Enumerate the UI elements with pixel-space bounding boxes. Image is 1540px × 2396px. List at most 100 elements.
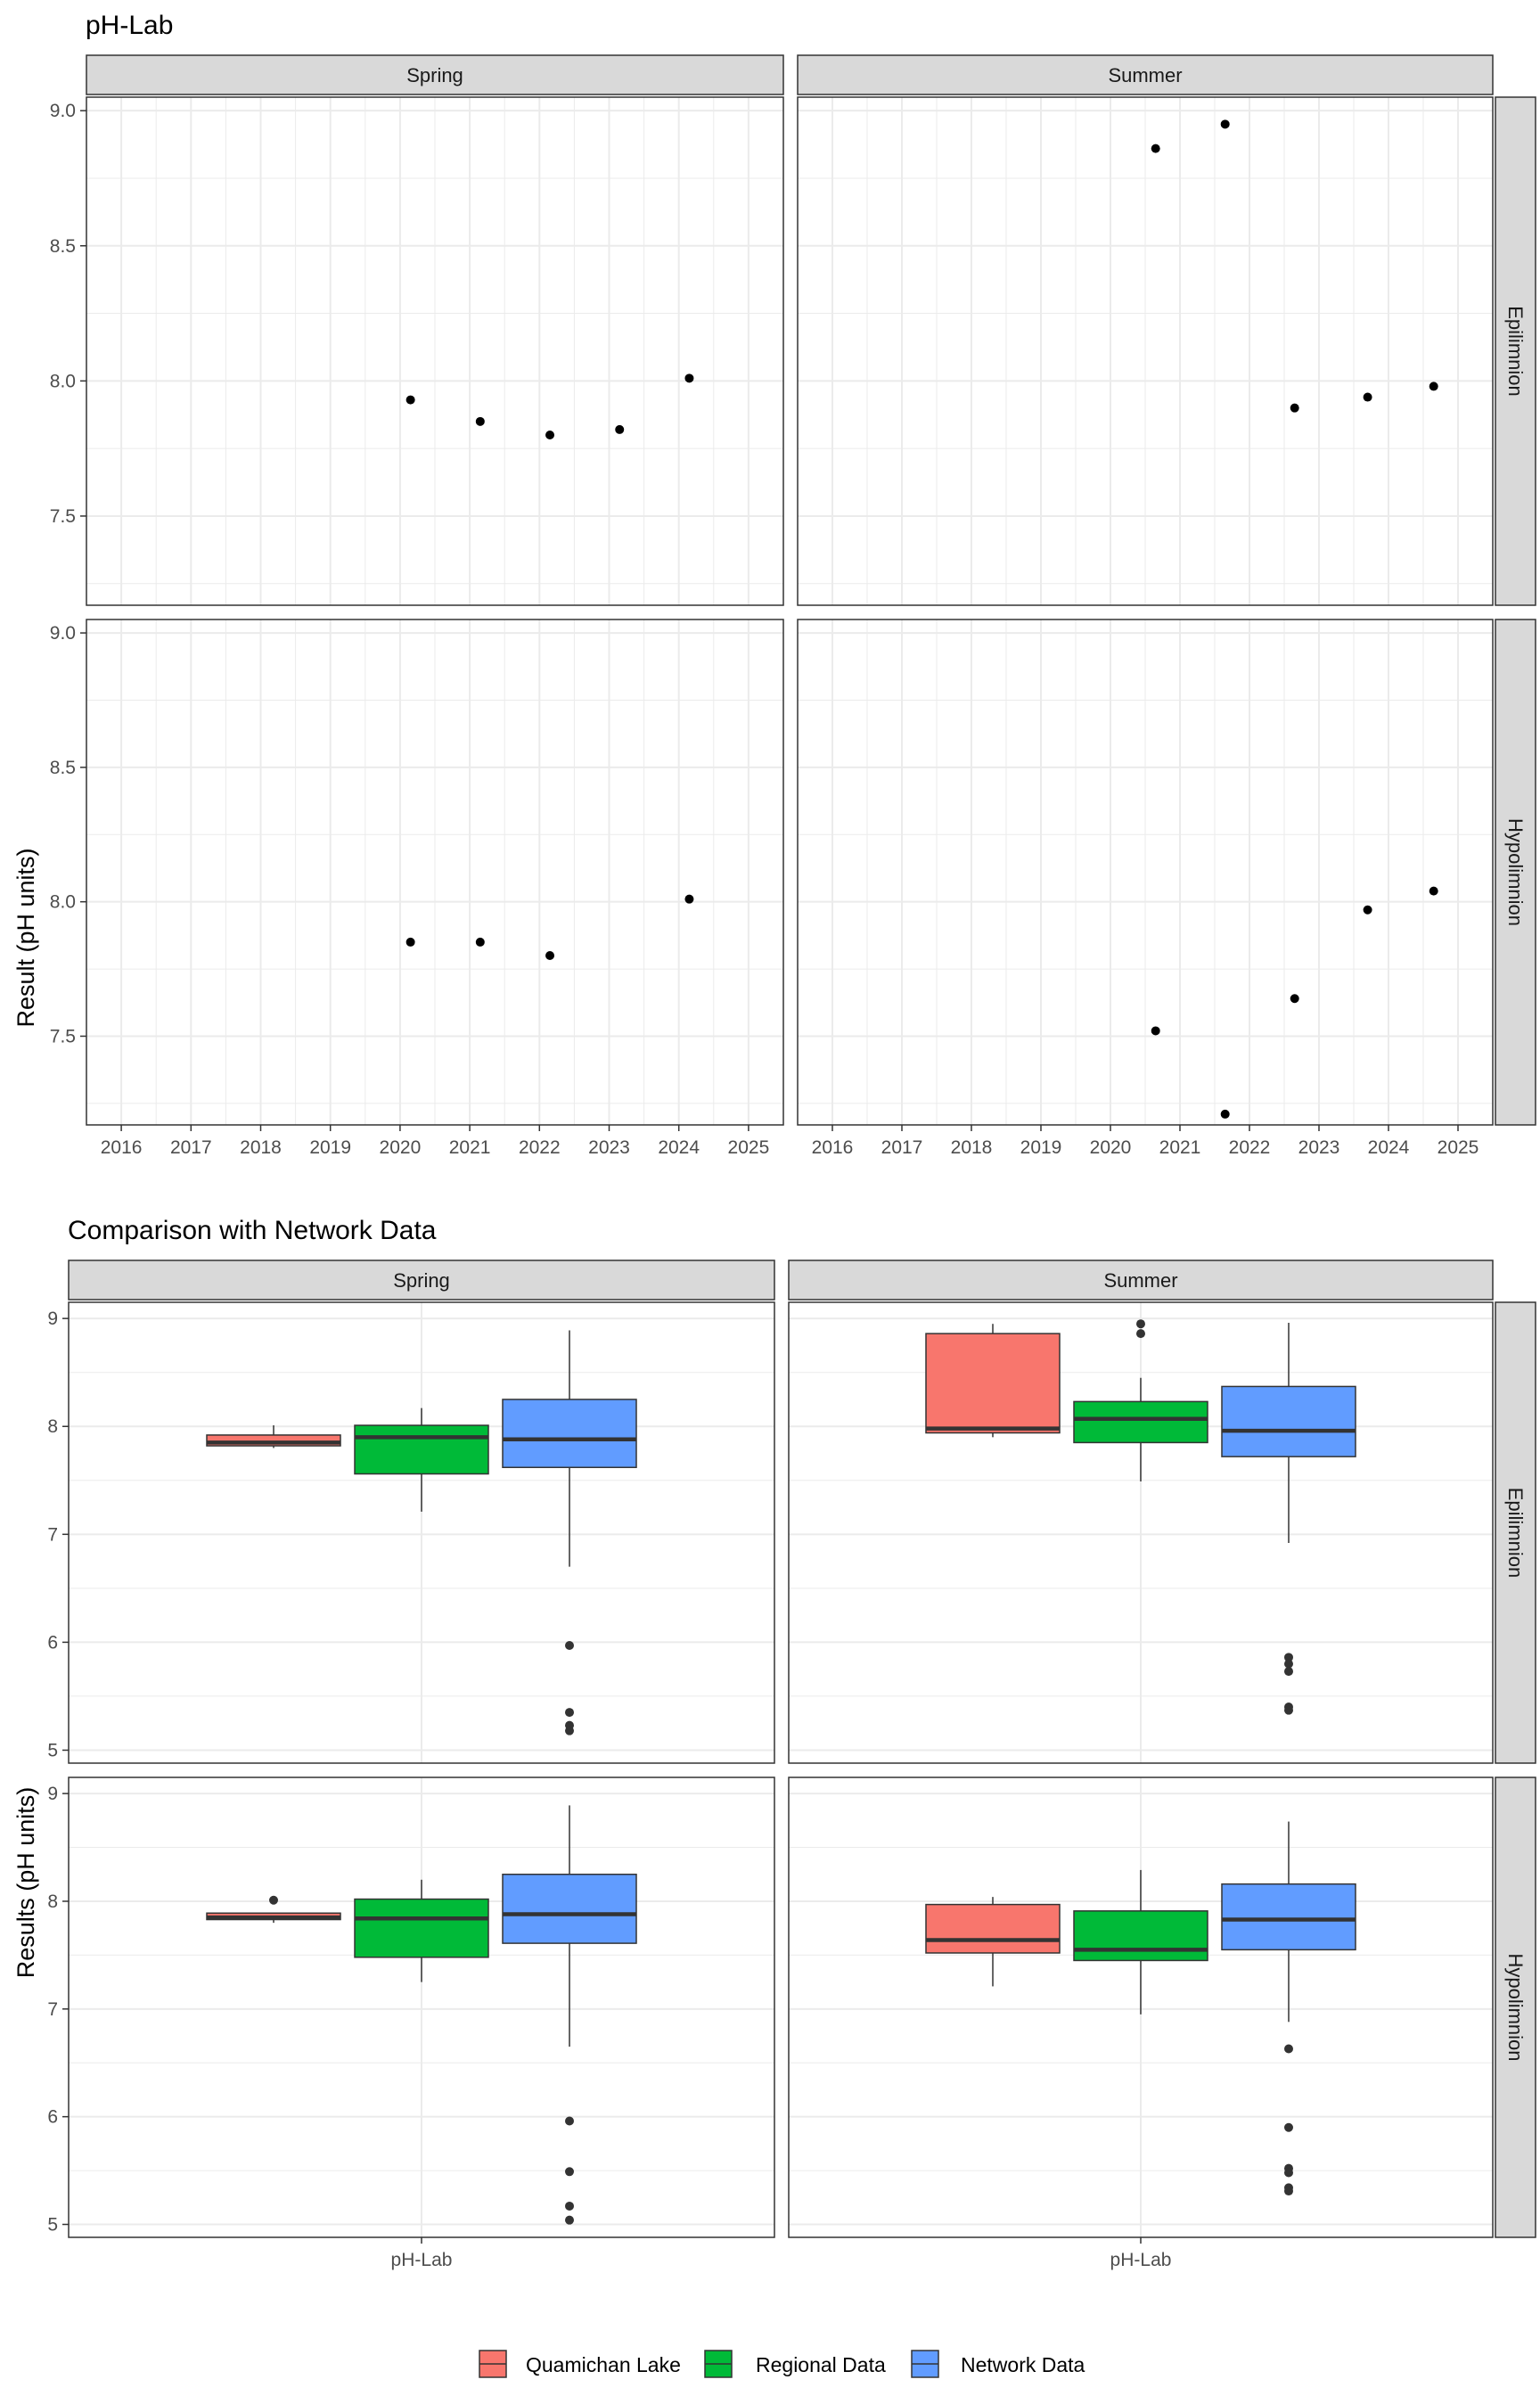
- chart2-col-spring-strip: [68, 1260, 775, 1301]
- chart2-outlier: [565, 1726, 574, 1735]
- chart2-panel-spring-hypolimnion: 5 6 7 8 9 pH-Lab: [47, 1776, 775, 2270]
- chart2-box-network-data: [1221, 1323, 1356, 1715]
- chart2-outlier: [1284, 1653, 1293, 1662]
- chart1-point: [1220, 119, 1230, 129]
- chart1-x-tick-label: 2018: [951, 1137, 993, 1158]
- chart1-x-tick-label: 2020: [1090, 1137, 1132, 1158]
- chart2-col-summer-strip-label: Summer: [1103, 1269, 1177, 1292]
- chart2-outlier: [269, 1895, 278, 1905]
- chart1-point: [1220, 1109, 1230, 1119]
- chart1-panel-summer-epilimnion: [797, 96, 1494, 606]
- chart2-box-body: [354, 1424, 489, 1475]
- chart2-box-regional-data: [1073, 1319, 1208, 1481]
- chart2-panel-spring-epilimnion: 5 6 7 8 9: [47, 1301, 775, 1764]
- chart2-box-quamichan-lake: [206, 1895, 341, 1924]
- chart1-col-spring-strip-label: Spring: [406, 64, 463, 86]
- chart1-y-tick-label: 8.5: [50, 758, 76, 778]
- chart1-x-tick-label: 2020: [380, 1137, 422, 1158]
- chart2-panel-border: [788, 1301, 1494, 1764]
- chart1-y-tick-label: 9.0: [50, 101, 76, 121]
- chart2-panel-border: [68, 1301, 775, 1764]
- legend-item-quamichan-lake: Quamichan Lake: [479, 2350, 681, 2378]
- chart2-col-summer-strip: [788, 1260, 1494, 1301]
- chart2-x-tick-label: pH-Lab: [1110, 2250, 1172, 2270]
- chart2-y-tick-label: 6: [47, 1632, 58, 1653]
- chart2-y-tick-label: 7: [47, 1524, 58, 1545]
- chart2-box-body: [1221, 1385, 1356, 1457]
- chart2-box-network-data: [502, 1330, 637, 1735]
- chart1-x-tick-label: 2022: [1229, 1137, 1271, 1158]
- chart1-panel-spring-hypolimnion: 7.5 8.0 8.5 9.0 2016 2017 2018 2019 2020 2021 2022…: [50, 619, 784, 1158]
- chart1-row-epilimnion-strip: [1495, 96, 1536, 606]
- chart1-x-tick-label: 2019: [1020, 1137, 1062, 1158]
- chart2-y-axis-label: Results (pH units): [12, 1787, 39, 1979]
- chart2-row-hypolimnion-strip-label: Hypolimnion: [1504, 1953, 1527, 2061]
- chart1-point: [1363, 905, 1372, 915]
- chart1-panel-border: [86, 619, 784, 1126]
- legend: Quamichan Lake Regional Data Network Dat…: [479, 2350, 1085, 2378]
- chart2-box-regional-data: [354, 1879, 489, 1982]
- chart1-col-summer-strip: [797, 54, 1494, 95]
- chart1-x-tick-label: 2018: [240, 1137, 282, 1158]
- chart2-outlier: [1284, 2187, 1293, 2196]
- chart2-row-epilimnion-strip: [1495, 1301, 1536, 1764]
- chart1-point: [1290, 403, 1299, 413]
- chart1-point: [1151, 144, 1160, 153]
- chart2-box-body: [502, 1874, 637, 1944]
- chart2-box-body: [925, 1333, 1061, 1434]
- chart2-box-body: [925, 1903, 1061, 1954]
- legend-label-quamichan-lake: Quamichan Lake: [526, 2353, 681, 2376]
- chart2-box-body: [502, 1399, 637, 1468]
- chart2-box-quamichan-lake: [925, 1897, 1061, 1987]
- chart1-x-tick-label: 2021: [449, 1137, 491, 1158]
- chart2-box-network-data: [1221, 1821, 1356, 2196]
- chart1-y-tick-label: 8.0: [50, 371, 76, 391]
- chart1-x-tick-label: 2016: [101, 1137, 143, 1158]
- chart2-box-body: [1073, 1400, 1208, 1444]
- chart2-outlier: [1284, 1705, 1293, 1715]
- chart2-row-hypolimnion-strip: [1495, 1776, 1536, 2238]
- chart2-box-regional-data: [354, 1407, 489, 1512]
- chart2-box-regional-data: [1073, 1869, 1208, 2014]
- chart1-row-hypolimnion-strip: [1495, 619, 1536, 1126]
- chart1-x-tick-label: 2016: [812, 1137, 854, 1158]
- chart2-outlier: [1136, 1319, 1145, 1329]
- chart2-box-quamichan-lake: [925, 1324, 1061, 1438]
- chart2-outlier: [565, 2201, 574, 2211]
- chart1-x-tick-label: 2023: [1298, 1137, 1340, 1158]
- chart2-box-network-data: [502, 1805, 637, 2225]
- legend-item-network-data: Network Data: [911, 2350, 1085, 2378]
- chart1-x-tick-label: 2021: [1159, 1137, 1201, 1158]
- chart1-y-tick-label: 7.5: [50, 1026, 76, 1046]
- chart1-panel-border: [86, 96, 784, 606]
- chart1-row-hypolimnion-strip-label: Hypolimnion: [1504, 818, 1527, 926]
- chart2-panel-summer-epilimnion: [788, 1301, 1494, 1764]
- legend-item-regional-data: Regional Data: [704, 2350, 886, 2378]
- chart2-box-quamichan-lake: [206, 1425, 341, 1448]
- chart1-x-tick-label: 2017: [881, 1137, 923, 1158]
- chart2-col-spring-strip-label: Spring: [393, 1269, 450, 1292]
- chart1-panels: Spring Summer Epilimnion Hypolimnion 7.5 8.0 8…: [50, 54, 1536, 1158]
- chart2-outlier: [565, 2116, 574, 2126]
- chart1-point: [475, 416, 485, 426]
- chart2-outlier: [1284, 2044, 1293, 2054]
- chart1-point: [405, 937, 415, 947]
- chart2-x-tick-label: pH-Lab: [391, 2250, 453, 2270]
- chart2-y-tick-label: 5: [47, 1740, 58, 1760]
- chart1-point: [1363, 392, 1372, 402]
- chart1-x-tick-label: 2024: [1368, 1137, 1410, 1158]
- chart2-y-tick-label: 7: [47, 1999, 58, 2020]
- chart2-y-tick-label: 8: [47, 1416, 58, 1437]
- chart2-title: Comparison with Network Data: [68, 1216, 437, 1245]
- chart1-point: [1151, 1026, 1160, 1036]
- chart1-point: [405, 395, 415, 405]
- chart2-row-epilimnion-strip-label: Epilimnion: [1504, 1488, 1527, 1579]
- chart1-point: [684, 373, 694, 383]
- chart2-outlier: [565, 1641, 574, 1651]
- chart2-outlier: [565, 1708, 574, 1718]
- ph-lab-scatter-chart: pH-Lab Result (pH units) Spring Summer Epi…: [12, 11, 1536, 1158]
- chart1-y-tick-label: 7.5: [50, 506, 76, 527]
- chart2-box-body: [1221, 1883, 1356, 1951]
- chart1-panel-border: [797, 619, 1494, 1126]
- chart1-point: [1429, 382, 1438, 391]
